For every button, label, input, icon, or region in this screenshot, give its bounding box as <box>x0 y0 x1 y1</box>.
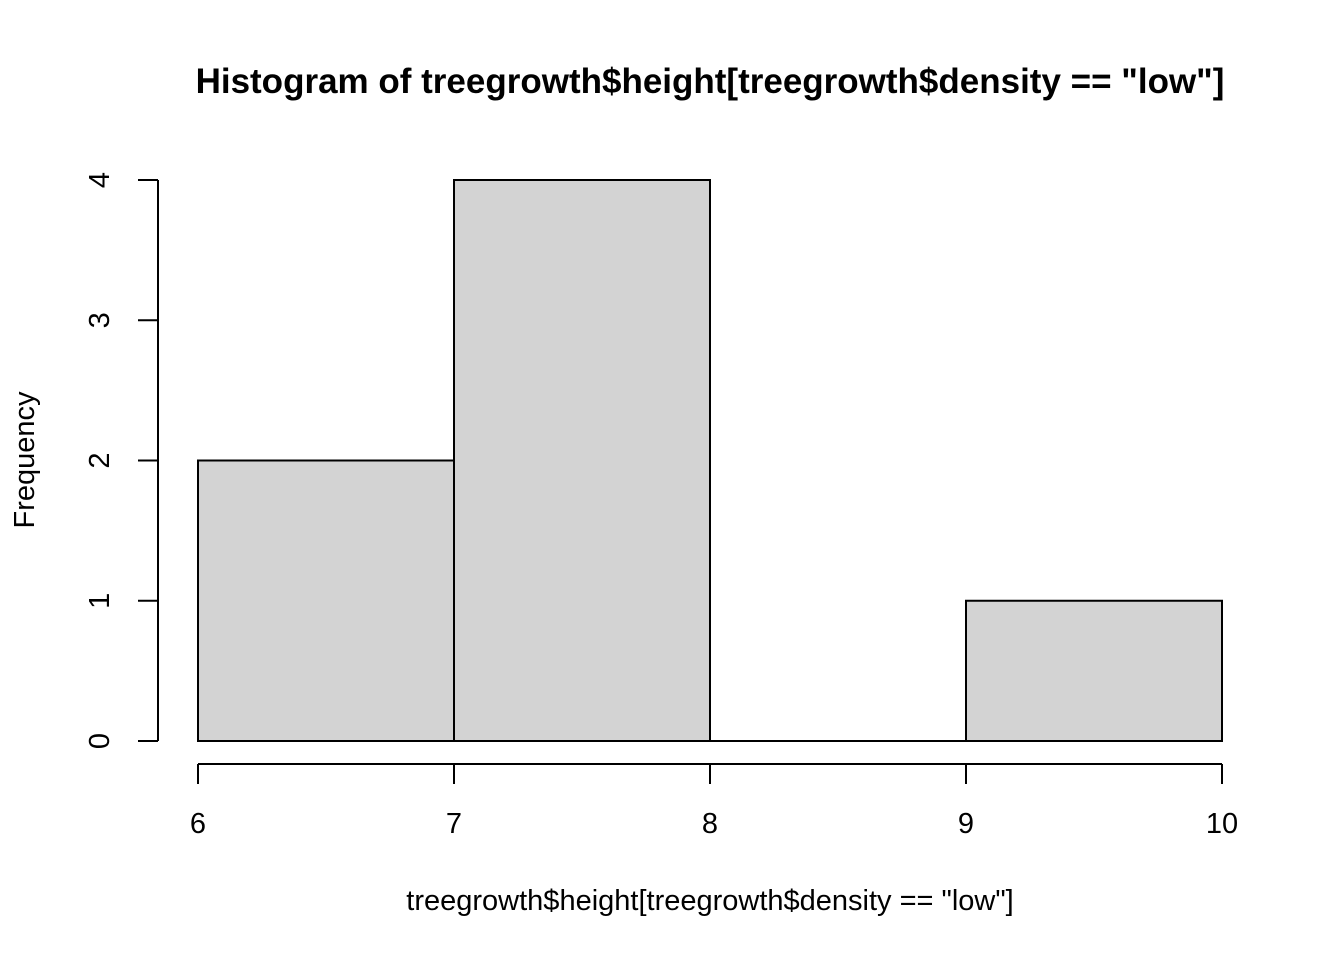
y-axis: 0 1 2 3 4 <box>84 172 159 749</box>
x-tick-label-1: 7 <box>446 808 462 840</box>
y-tick-label-0: 0 <box>84 733 116 749</box>
y-axis-label: Frequency <box>9 391 41 529</box>
x-axis: 6 7 8 9 10 <box>190 763 1238 840</box>
histogram-bar-0 <box>197 459 455 742</box>
y-tick-label-1: 1 <box>84 593 116 609</box>
x-axis-label: treegrowth$height[treegrowth$density == … <box>406 885 1013 917</box>
x-tick-label-4: 10 <box>1206 808 1238 840</box>
x-tick-label-2: 8 <box>702 808 718 840</box>
y-tick-label-2: 2 <box>84 452 116 468</box>
histogram-bar-1 <box>453 179 711 742</box>
y-tick-label-4: 4 <box>84 172 116 188</box>
x-tick-label-3: 9 <box>958 808 974 840</box>
histogram-bar-3 <box>965 599 1223 742</box>
bars-group <box>197 179 1223 742</box>
x-tick-label-0: 6 <box>190 808 206 840</box>
y-tick-label-3: 3 <box>84 312 116 328</box>
chart-title: Histogram of treegrowth$height[treegrowt… <box>196 62 1225 101</box>
